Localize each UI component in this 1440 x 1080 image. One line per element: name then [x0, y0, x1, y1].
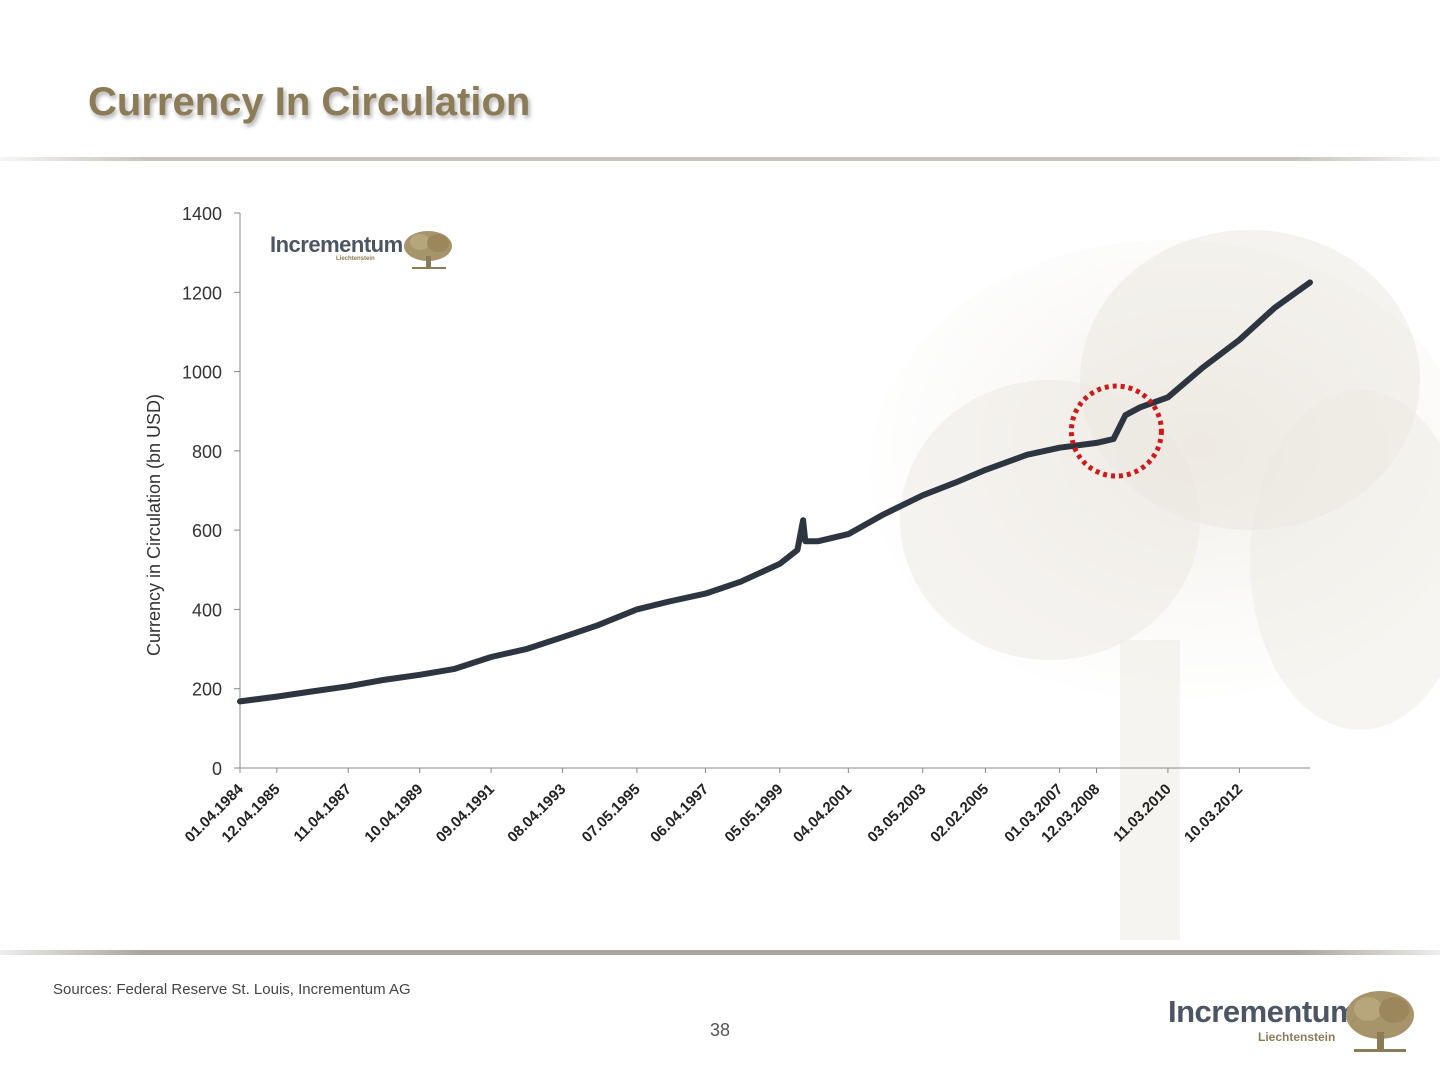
x-tick-label: 11.04.1987 [291, 781, 356, 846]
y-tick-label: 600 [192, 521, 222, 541]
logo-wordmark: Incrementum [270, 232, 403, 257]
slide-title: Currency In Circulation [88, 80, 531, 124]
x-tick-label: 10.03.2012 [1181, 781, 1246, 846]
y-axis-title: Currency in Circulation (bn USD) [144, 394, 164, 656]
y-tick-label: 1000 [182, 363, 222, 383]
x-tick-label: 10.04.1989 [361, 781, 426, 846]
series-group [237, 279, 1313, 705]
y-tick-label: 1400 [182, 204, 222, 224]
y-tick-label: 400 [192, 600, 222, 620]
x-tick-label: 06.04.1997 [647, 781, 712, 846]
logo-subtitle: Liechtenstein [336, 256, 375, 262]
x-tick-label: 03.05.2003 [864, 781, 929, 846]
x-tick-label: 08.04.1993 [504, 781, 569, 846]
x-tick-label: 07.05.1995 [579, 781, 644, 846]
logo-wordmark: Incrementum [1168, 994, 1358, 1029]
x-tick-label: 05.05.1999 [722, 781, 787, 846]
page-number: 38 [709, 1020, 731, 1040]
tree-icon [1346, 991, 1414, 1052]
footer-divider [0, 950, 1440, 955]
x-tick-label: 09.04.1991 [433, 781, 498, 846]
highlight-circle-annotation [1068, 383, 1164, 479]
title-divider [0, 157, 1440, 161]
currency-line-chart: 0 200 400 600 800 1000 1200 1400 01.04.198412.0… [144, 204, 1313, 846]
series-line [237, 279, 1313, 705]
x-tick-label: 02.02.2005 [927, 781, 992, 846]
x-tick-label: 04.04.2001 [790, 781, 855, 846]
y-tick-label: 0 [212, 759, 222, 779]
sources-note: Sources: Federal Reserve St. Louis, Incr… [53, 981, 411, 998]
footer-brand-logo: Incrementum Liechtenstein [1168, 988, 1418, 1058]
tree-icon [404, 231, 452, 269]
y-tick-label: 200 [192, 680, 222, 700]
x-tick-label: 11.03.2010 [1110, 781, 1175, 846]
y-axis: 0 200 400 600 800 1000 1200 1400 [182, 204, 241, 779]
chart-brand-logo: Incrementum Liechtenstein [270, 228, 460, 273]
y-tick-label: 1200 [182, 283, 222, 303]
y-tick-label: 800 [192, 442, 222, 462]
logo-subtitle: Liechtenstein [1258, 1030, 1336, 1044]
